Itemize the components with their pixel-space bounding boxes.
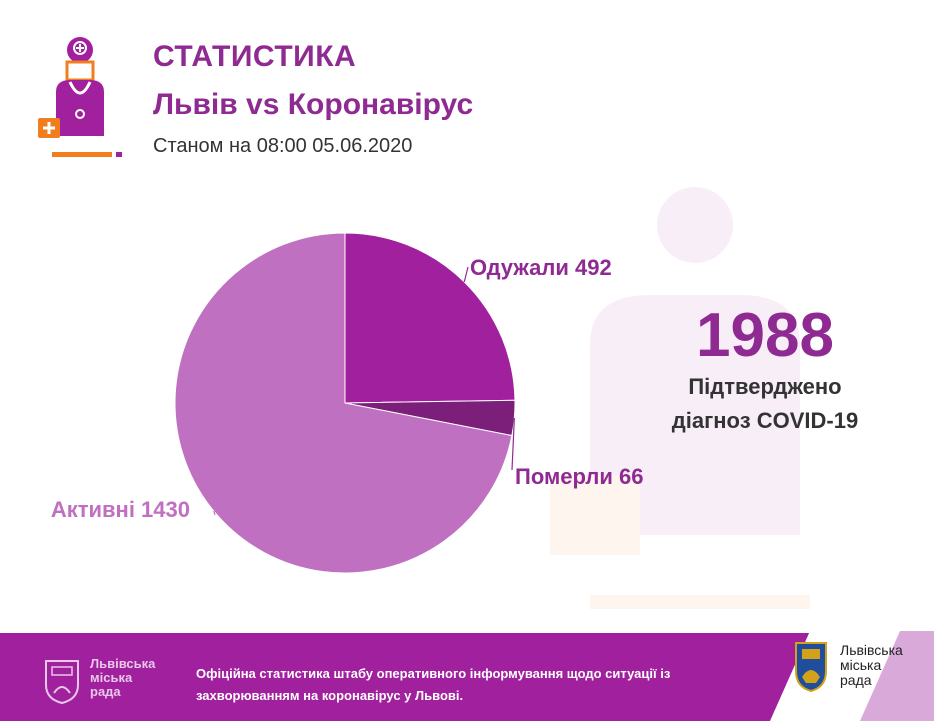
city-left-line-2: міська <box>90 670 133 685</box>
footer-city-name-left: Львівська міська рада <box>90 657 155 699</box>
pie-label-2: Активні 1430 <box>51 497 190 522</box>
page-title: СТАТИСТИКА <box>153 40 357 73</box>
footer-disclaimer: Офіційна статистика штабу оперативного і… <box>196 666 671 703</box>
report-date: Станом на 08:00 05.06.2020 <box>153 135 413 157</box>
pie-label-1: Померли 66 <box>515 464 643 489</box>
footer-city-logo-right: Львівська міська рада <box>770 631 934 721</box>
city-left-line-1: Львівська <box>90 656 156 671</box>
pie-label-0: Одужали 492 <box>470 255 612 280</box>
doctor-watermark-icon <box>550 187 810 609</box>
footer-city-name-right: Львівська міська рада <box>840 643 903 688</box>
city-right-line-2: міська <box>840 657 882 673</box>
city-right-line-1: Львівська <box>840 642 903 658</box>
footer-city-logo-left: Львівська міська рада <box>42 653 192 705</box>
leader-line-0 <box>463 266 469 282</box>
footer: Львівська міська рада Офіційна статистик… <box>0 631 934 721</box>
pie-chart: Одужали 492 Померли 66 Активні 1430 <box>51 232 643 574</box>
doctor-logo <box>38 37 122 157</box>
caption-line-1: Підтверджено <box>688 374 842 399</box>
caption-line-2: діагноз COVID-19 <box>671 408 859 433</box>
pie-slice-2 <box>174 232 513 574</box>
page-subtitle: Львів vs Коронавірус <box>153 88 474 121</box>
city-left-line-3: рада <box>90 684 121 699</box>
city-right-line-3: рада <box>840 672 872 688</box>
pie-slice-0 <box>344 232 516 404</box>
total-cases: 1988 <box>696 301 834 370</box>
total-caption: Підтверджено діагноз COVID-19 <box>640 370 890 438</box>
leader-line-2 <box>213 510 216 516</box>
city-shield-icon <box>45 660 79 705</box>
city-coat-of-arms-icon <box>795 642 827 693</box>
leader-line-1 <box>511 417 515 471</box>
